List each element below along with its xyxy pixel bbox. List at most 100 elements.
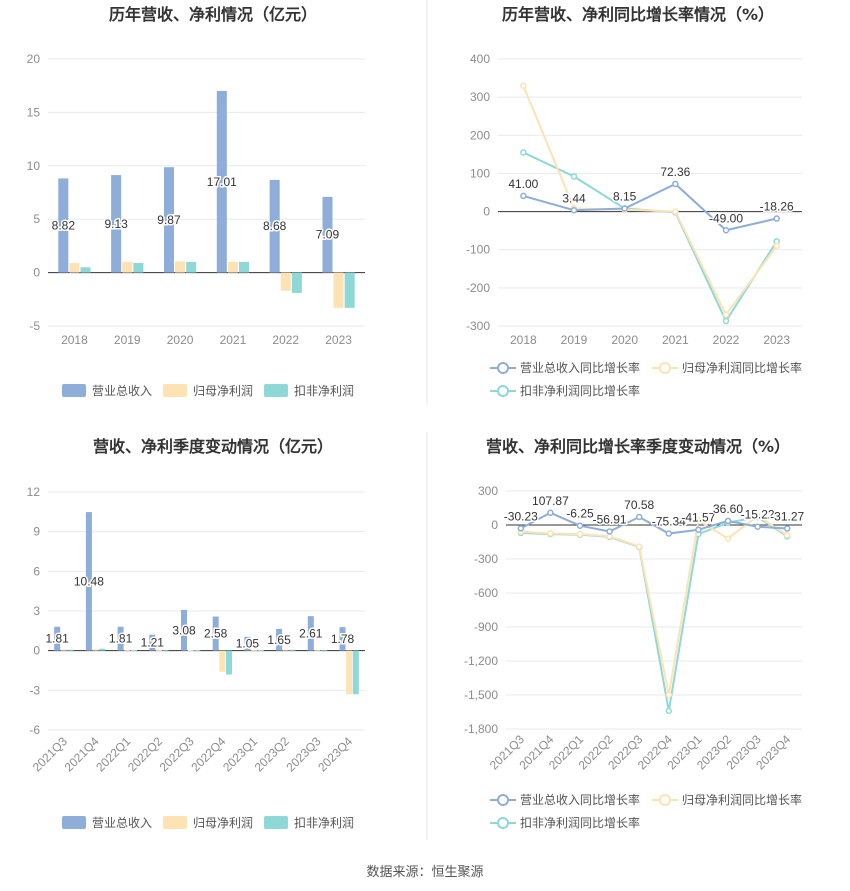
legend-label: 扣非净利润 xyxy=(294,384,354,398)
bar-2 xyxy=(162,650,169,652)
x-tick-label: 2018 xyxy=(61,333,88,347)
bar-1 xyxy=(219,650,226,672)
x-tick-label: 2019 xyxy=(114,333,141,347)
data-label: 36.60 xyxy=(713,502,743,516)
bar-1 xyxy=(346,650,353,695)
bar-2 xyxy=(289,649,296,651)
bar-1 xyxy=(187,650,194,652)
y-tick-label: 6 xyxy=(33,564,40,578)
legend-marker xyxy=(497,794,509,806)
bar-0 xyxy=(276,628,283,651)
chart-title-annual-amounts: 历年营收、净利情况（亿元） xyxy=(109,5,317,24)
series-line-2 xyxy=(520,516,788,712)
data-point-0 xyxy=(576,522,584,529)
x-tick-label: 2021 xyxy=(220,333,247,347)
y-tick-label: -6 xyxy=(29,723,40,737)
data-label: 9.87 xyxy=(157,213,181,227)
x-tick-label: 2022 xyxy=(272,333,299,347)
data-point-1 xyxy=(783,531,791,539)
bar-0 xyxy=(58,178,69,273)
bar-1 xyxy=(227,261,238,273)
data-point-0 xyxy=(773,215,780,222)
series-line-1 xyxy=(522,85,778,317)
y-tick-label: -600 xyxy=(474,586,498,600)
data-point-2 xyxy=(722,317,730,325)
y-tick-label: -1,200 xyxy=(464,654,498,668)
data-label: 7.09 xyxy=(316,228,340,242)
data-source-note: 数据来源：恒生聚源 xyxy=(366,865,483,880)
y-tick-label: -300 xyxy=(474,552,498,566)
data-point-0 xyxy=(754,523,761,530)
series-line-0 xyxy=(523,182,777,232)
y-tick-label: 10 xyxy=(27,159,41,173)
bar-1 xyxy=(124,649,131,651)
y-tick-label: -5 xyxy=(29,319,40,333)
data-label: -75.34 xyxy=(652,515,686,529)
bar-2 xyxy=(321,650,328,652)
bar-2 xyxy=(238,261,250,273)
y-tick-label: -900 xyxy=(474,620,498,634)
data-label: -56.91 xyxy=(593,512,627,526)
data-point-0 xyxy=(695,526,702,533)
y-tick-label: 0 xyxy=(33,644,40,658)
legend-swatch xyxy=(62,384,86,397)
legend-label: 营业总收入同比增长率 xyxy=(520,360,640,375)
bar-0 xyxy=(163,167,175,273)
bar-0 xyxy=(149,634,156,651)
y-tick-label: 300 xyxy=(470,90,490,104)
y-tick-label: -200 xyxy=(466,281,490,295)
data-point-1 xyxy=(695,517,702,524)
bar-2 xyxy=(133,262,144,273)
bar-2 xyxy=(67,649,74,651)
data-point-2 xyxy=(520,149,527,156)
y-tick-label: 200 xyxy=(470,128,490,142)
x-tick-label: 2023 xyxy=(325,333,352,347)
bar-0 xyxy=(111,175,122,273)
bar-1 xyxy=(314,650,321,652)
data-point-1 xyxy=(665,691,673,699)
legend-label: 归母净利润 xyxy=(193,816,253,830)
bar-0 xyxy=(117,626,124,651)
data-label: 8.68 xyxy=(263,219,287,233)
bar-2 xyxy=(344,272,355,308)
bar-0 xyxy=(216,90,227,273)
legend-label: 扣非净利润同比增长率 xyxy=(520,815,640,830)
legend-swatch xyxy=(264,816,288,829)
bar-1 xyxy=(92,649,99,651)
bar-1 xyxy=(69,262,80,273)
data-label: 1.05 xyxy=(236,637,260,651)
y-tick-label: 0 xyxy=(483,205,490,219)
bar-0 xyxy=(180,609,188,651)
chart-title-annual-growth: 历年营收、净利同比增长率情况（%） xyxy=(502,5,774,24)
data-point-0 xyxy=(621,205,628,212)
data-label: 10.48 xyxy=(74,574,104,588)
data-point-0 xyxy=(635,513,643,521)
data-label: 3.44 xyxy=(562,191,586,205)
bar-0 xyxy=(244,636,251,651)
data-label: -49.00 xyxy=(709,211,743,225)
data-label: -41.57 xyxy=(681,511,715,525)
data-point-1 xyxy=(773,242,780,250)
data-point-2 xyxy=(665,707,673,715)
data-label: 2.58 xyxy=(204,627,228,641)
y-tick-label: -1,800 xyxy=(464,722,498,736)
bar-2 xyxy=(225,650,233,675)
y-tick-label: -300 xyxy=(466,319,490,333)
series-line-1 xyxy=(520,514,788,696)
plot-annual-growth: 400 300 200 100 0 -100 -200 -300 2018 2019 2020 202… xyxy=(466,52,802,398)
x-tick-label: 2021 xyxy=(662,333,689,347)
data-point-0 xyxy=(517,525,525,532)
bar-1 xyxy=(282,649,289,651)
y-tick-label: 20 xyxy=(27,52,41,66)
legend-swatch xyxy=(163,384,187,397)
data-label: 1.81 xyxy=(46,632,70,646)
data-label: -30.23 xyxy=(504,509,538,523)
data-label: 9.13 xyxy=(104,217,128,231)
y-tick-label: 5 xyxy=(33,212,40,226)
bar-2 xyxy=(291,272,302,293)
legend-marker xyxy=(659,794,671,806)
data-point-1 xyxy=(520,82,527,89)
bar-0 xyxy=(339,627,346,651)
bar-2 xyxy=(257,650,264,652)
